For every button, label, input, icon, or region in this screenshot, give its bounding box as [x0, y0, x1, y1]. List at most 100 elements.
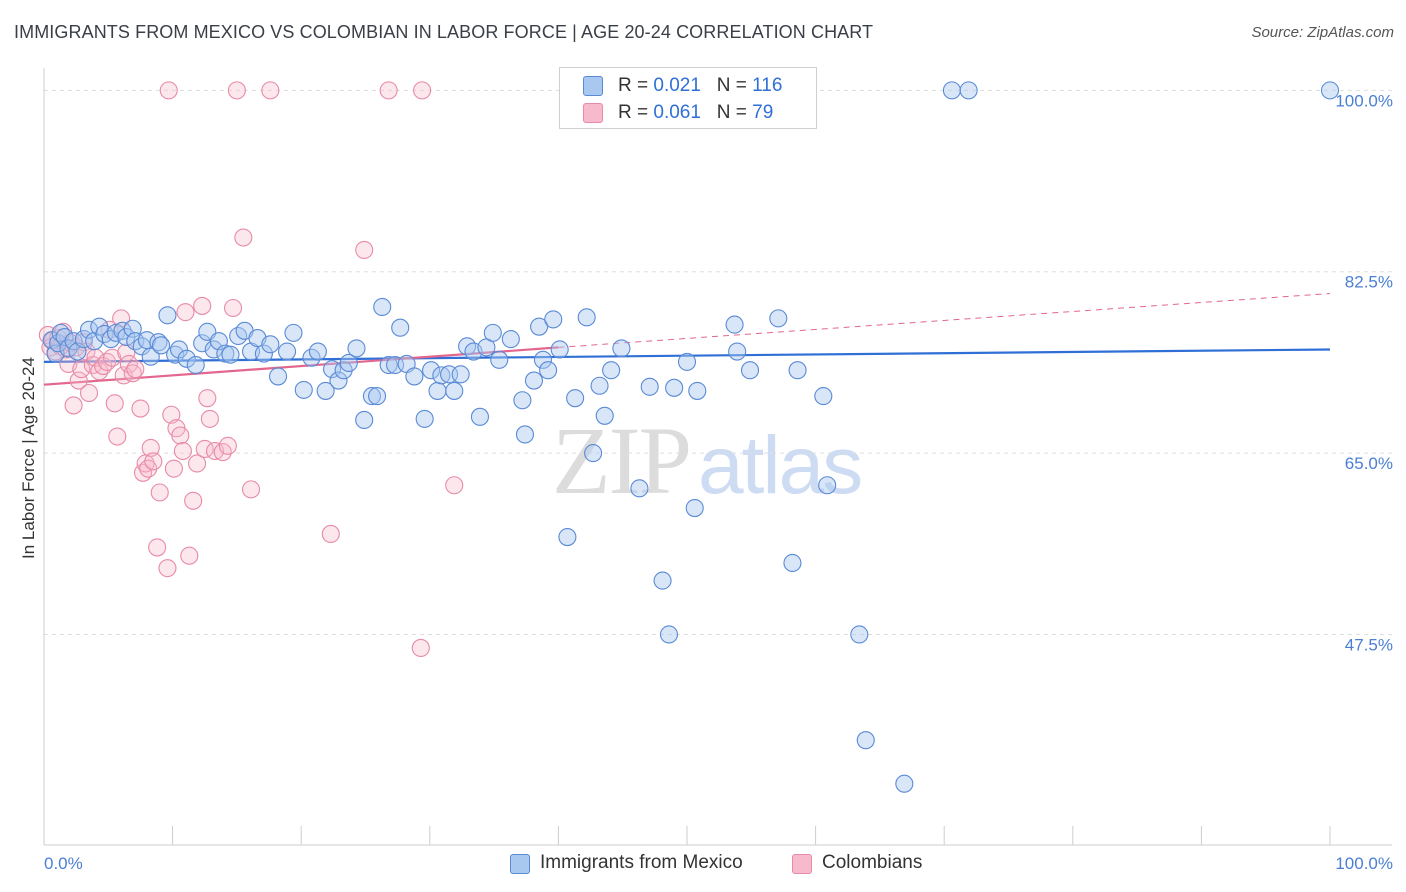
mexico-point — [379, 355, 398, 375]
mexico-point — [269, 367, 288, 386]
series-legend: Immigrants from Mexico Colombians — [0, 852, 1406, 878]
mexico-point — [294, 380, 313, 399]
colombians-point — [148, 538, 167, 557]
colombians-point — [103, 348, 122, 367]
colombians-point — [200, 409, 219, 428]
colombians-point — [171, 426, 190, 445]
axes — [43, 68, 1392, 846]
legend-n-label: N = — [716, 75, 753, 96]
mexico-point — [316, 381, 335, 400]
colombians-point — [108, 427, 127, 446]
colombians-point — [218, 436, 237, 455]
series-label-colombians: Colombians — [822, 852, 923, 873]
colombians-point — [158, 559, 177, 578]
mexico-point — [186, 355, 205, 375]
mexico-point — [177, 349, 196, 368]
mexico-point — [665, 378, 684, 397]
series-label-mexico: Immigrants from Mexico — [540, 852, 743, 873]
legend-r-value: 0.061 — [653, 102, 701, 123]
mexico-point — [688, 381, 707, 400]
colombians-point — [126, 360, 145, 379]
colombians-point — [69, 371, 88, 390]
x-tick-label: 0.0% — [44, 854, 83, 873]
legend-n-value: 79 — [752, 102, 774, 123]
colombians-point — [413, 81, 432, 100]
mexico-point — [254, 344, 273, 363]
mexico-point — [158, 306, 177, 325]
mexico-point — [558, 528, 577, 547]
y-axis-label: In Labor Force | Age 20-24 — [19, 357, 38, 559]
legend-r-label: R = — [618, 102, 654, 123]
mexico-point — [169, 340, 189, 359]
colombians-point — [131, 399, 150, 418]
mexico-point — [728, 342, 747, 361]
mexico-point — [630, 479, 649, 498]
colombians-point — [234, 228, 253, 247]
watermark-atlas: atlas — [698, 420, 863, 511]
legend-n-label: N = — [716, 102, 753, 123]
mexico-point — [55, 327, 74, 347]
colombians-point — [173, 441, 192, 461]
colombians-point — [64, 396, 83, 415]
mexico-point — [566, 389, 585, 408]
y-tick-label: 100.0% — [1335, 91, 1393, 110]
mexico-point — [725, 315, 744, 334]
mexico-point — [595, 406, 614, 425]
colombians-point — [141, 438, 160, 457]
mexico-point — [470, 407, 490, 426]
mexico-point — [850, 625, 869, 644]
mexico-point — [106, 323, 126, 342]
mexico-point — [278, 342, 297, 361]
mexico-point — [783, 553, 802, 573]
colombians-point — [164, 459, 183, 478]
legend-r-label: R = — [618, 75, 654, 96]
colombians-point — [79, 383, 99, 403]
mexico-point — [640, 377, 659, 396]
mexico-point — [515, 425, 535, 444]
mexico-point — [432, 366, 451, 385]
colombians-point — [193, 296, 212, 315]
mexico-point — [533, 350, 553, 369]
mexico-point — [513, 391, 532, 410]
legend-r-value: 0.021 — [653, 75, 701, 96]
mexico-point — [685, 498, 704, 518]
colombians-point — [187, 454, 207, 473]
colombians-point — [227, 81, 246, 100]
legend-swatch-pink — [583, 103, 603, 123]
mexico-point — [483, 323, 502, 342]
y-tick-label: 47.5% — [1345, 635, 1393, 654]
mexico-point — [524, 371, 544, 390]
colombians-point — [180, 546, 199, 565]
mexico-point — [355, 410, 374, 429]
colombians-point — [162, 405, 181, 424]
colombians-point — [379, 81, 398, 100]
legend-n-value: 116 — [752, 75, 783, 96]
mexico-point — [653, 571, 672, 590]
mexico-point — [818, 476, 837, 495]
colombians-point — [241, 480, 261, 499]
correlation-legend: R = 0.021 N = 116 R = 0.061 N = 79 — [559, 67, 817, 129]
colombians-point — [198, 389, 217, 408]
colombians-point — [105, 394, 124, 413]
mexico-point — [261, 335, 280, 354]
gridlines — [44, 89, 1392, 635]
colombians-point — [114, 366, 133, 385]
mexico-point — [856, 731, 875, 750]
mexico-point — [501, 330, 520, 349]
mexico-point — [539, 361, 558, 380]
mexico-point — [428, 381, 447, 400]
mexico-point — [769, 309, 788, 328]
series-swatch-blue — [510, 854, 530, 874]
mexico-point — [814, 387, 833, 406]
mexico-point — [151, 336, 171, 355]
mexico-point — [216, 344, 235, 363]
mexico-point — [339, 353, 358, 372]
colombians-point — [411, 638, 430, 658]
colombians-point — [144, 452, 163, 471]
mexico-point — [959, 81, 978, 100]
mexico-point — [895, 774, 914, 793]
mexico-point — [544, 310, 563, 329]
source-label: Source: ZipAtlas.com — [1251, 24, 1394, 41]
colombians-trend-extension — [558, 293, 1331, 348]
